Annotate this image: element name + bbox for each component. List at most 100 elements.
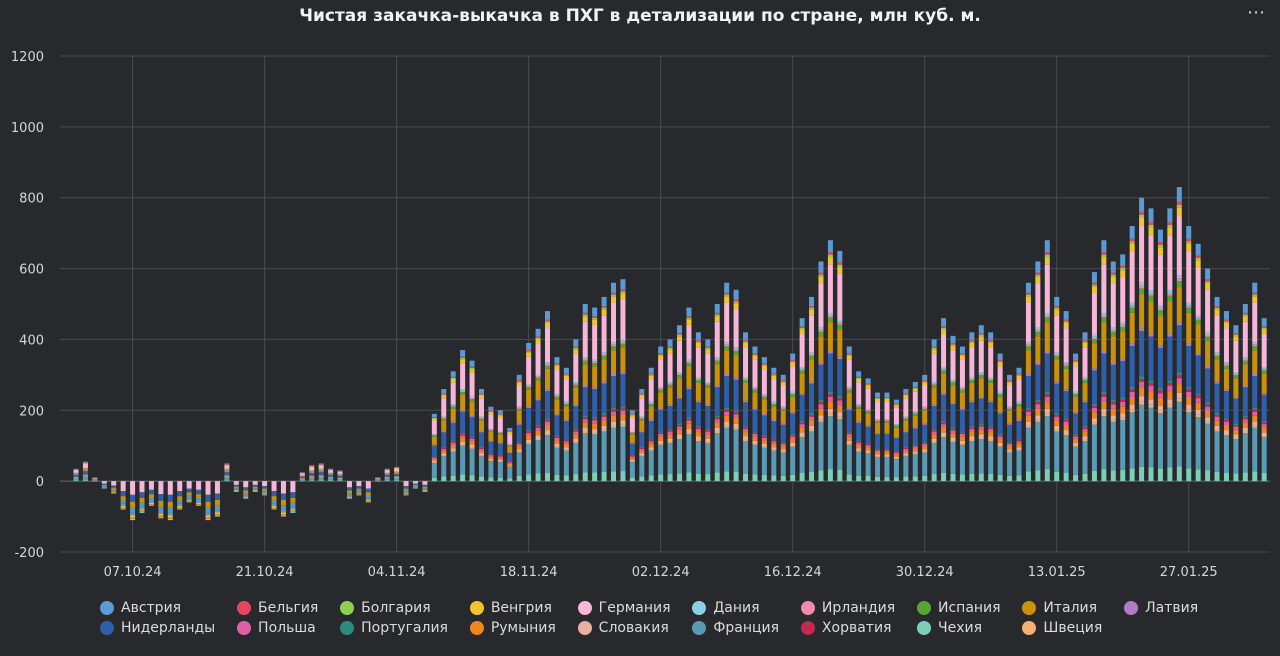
legend-item[interactable]: Ирландия xyxy=(800,600,917,616)
bar-segment xyxy=(1035,329,1041,332)
bar-segment xyxy=(1261,334,1267,368)
bar-segment xyxy=(922,382,928,386)
bar-segment xyxy=(1073,412,1079,414)
bar-segment xyxy=(837,329,843,357)
bar-segment xyxy=(827,401,833,409)
legend-item[interactable]: Румыния xyxy=(469,620,578,636)
bar-segment xyxy=(1148,292,1154,296)
bar-stack xyxy=(73,468,79,482)
bar-segment xyxy=(1035,421,1041,471)
legend-item[interactable]: Бельгия xyxy=(237,600,340,616)
bar-segment xyxy=(903,476,909,482)
bar-segment xyxy=(252,490,258,492)
legend-item[interactable]: Франция xyxy=(692,620,801,636)
bar-segment xyxy=(1063,430,1069,434)
bar-segment xyxy=(1195,319,1201,325)
bar-segment xyxy=(875,419,881,421)
bar-segment xyxy=(601,471,607,482)
legend-item[interactable]: Польша xyxy=(237,620,340,636)
bar-segment xyxy=(224,463,230,465)
bar-segment xyxy=(1148,336,1154,381)
bar-segment xyxy=(120,503,126,507)
bar-segment xyxy=(639,447,645,449)
bar-segment xyxy=(705,442,711,475)
bar-segment xyxy=(1007,475,1013,482)
bar-segment xyxy=(224,480,230,482)
bar-segment xyxy=(280,505,286,510)
bar-segment xyxy=(1167,399,1173,405)
legend-item[interactable]: Австрия xyxy=(100,600,237,616)
bar-segment xyxy=(337,470,343,472)
bar-segment xyxy=(893,437,899,438)
bar-segment xyxy=(394,466,400,468)
bar-segment xyxy=(1110,470,1116,482)
bar-segment xyxy=(865,378,871,384)
bar-segment xyxy=(516,407,522,409)
bar-segment xyxy=(1101,401,1107,409)
legend-item[interactable]: Испания xyxy=(917,600,1022,616)
bar-segment xyxy=(441,418,447,421)
bar-segment xyxy=(1101,351,1107,354)
more-horizontal-icon[interactable]: ⋯ xyxy=(1247,2,1266,23)
bar-segment xyxy=(497,459,503,462)
bar-segment xyxy=(752,388,758,390)
bar-segment xyxy=(912,413,918,416)
bar-segment xyxy=(809,352,815,355)
bar-segment xyxy=(931,474,937,482)
bar-segment xyxy=(478,395,484,399)
legend-item[interactable]: Италия xyxy=(1022,600,1124,616)
bar-segment xyxy=(441,389,447,394)
bar-segment xyxy=(167,501,173,508)
bar-segment xyxy=(299,476,305,477)
legend-item[interactable]: Португалия xyxy=(340,620,470,636)
bar-segment xyxy=(139,509,145,511)
bar-segment xyxy=(1082,426,1088,428)
bar-segment xyxy=(959,436,965,441)
bar-segment xyxy=(1054,414,1060,417)
bar-stack xyxy=(1091,272,1097,482)
legend-item[interactable]: Болгария xyxy=(340,600,470,616)
bar-segment xyxy=(648,419,654,422)
bar-segment xyxy=(1063,421,1069,426)
bar-segment xyxy=(328,468,334,470)
bar-segment xyxy=(931,384,937,388)
bar-segment xyxy=(912,391,918,412)
legend-item[interactable]: Хорватия xyxy=(800,620,917,636)
bar-segment xyxy=(1082,436,1088,440)
bar-segment xyxy=(969,473,975,482)
bar-segment xyxy=(959,354,965,356)
bar-stack xyxy=(884,392,890,482)
bar-segment xyxy=(884,449,890,451)
bar-segment xyxy=(488,406,494,411)
legend-item[interactable]: Чехия xyxy=(917,620,1022,636)
bar-segment xyxy=(1044,413,1050,417)
legend-item[interactable]: Швеция xyxy=(1022,620,1124,636)
bar-segment xyxy=(318,468,324,470)
bar-segment xyxy=(507,433,513,444)
bar-segment xyxy=(82,480,88,482)
bar-segment xyxy=(893,477,899,482)
bar-segment xyxy=(318,463,324,465)
bar-segment xyxy=(856,408,862,422)
legend-item[interactable]: Венгрия xyxy=(469,600,578,616)
legend-item[interactable]: Дания xyxy=(692,600,801,616)
legend-item[interactable]: Нидерланды xyxy=(100,620,237,636)
bar-segment xyxy=(912,388,918,392)
bar-segment xyxy=(526,431,532,433)
legend-item[interactable]: Словакия xyxy=(577,620,693,636)
bar-segment xyxy=(846,431,852,433)
bar-segment xyxy=(743,429,749,433)
bar-segment xyxy=(582,385,588,388)
bar-segment xyxy=(1054,354,1060,356)
bar-segment xyxy=(922,381,928,383)
bar-segment xyxy=(441,447,447,448)
bar-segment xyxy=(1044,264,1050,313)
bar-stack xyxy=(1007,374,1013,482)
bar-segment xyxy=(478,456,484,477)
bar-segment xyxy=(922,406,928,408)
bar-segment xyxy=(488,456,494,459)
legend-item[interactable]: Латвия xyxy=(1124,600,1220,616)
bar-segment xyxy=(752,432,758,435)
legend-item[interactable]: Германия xyxy=(577,600,693,616)
bar-segment xyxy=(705,384,711,388)
